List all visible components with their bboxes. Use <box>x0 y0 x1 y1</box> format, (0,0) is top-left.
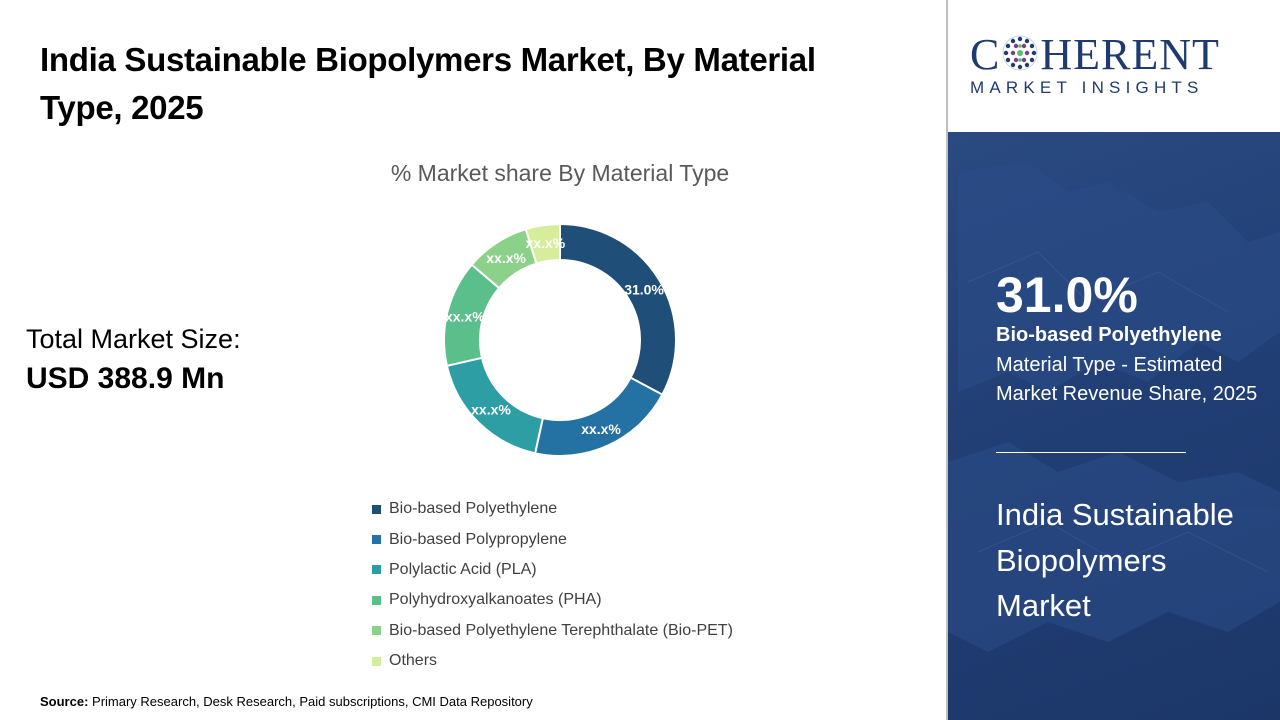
legend-swatch <box>372 535 381 545</box>
highlight-stat-description: Material Type - Estimated Market Revenue… <box>996 354 1258 405</box>
legend-label: Bio-based Polypropylene <box>389 530 567 548</box>
legend-label: Others <box>389 652 438 670</box>
chart-legend: Bio-based Polyethylene Bio-based Polyprop… <box>372 494 733 676</box>
map-background-graphic <box>948 162 1280 652</box>
logo-wordmark: C HERENT <box>970 30 1220 80</box>
source-label: Source: <box>40 694 89 709</box>
logo-subtitle: MARKET INSIGHTS <box>970 78 1204 97</box>
legend-swatch <box>372 504 381 514</box>
source-note: Source: Primary Research, Desk Research,… <box>40 694 533 709</box>
page-title: India Sustainable Biopolymers Market, By… <box>40 41 816 126</box>
legend-item: Bio-based Polyethylene Terephthalate (Bi… <box>372 616 733 646</box>
highlight-panel: 31.0% Bio-based Polyethylene Material Ty… <box>948 132 1280 720</box>
total-market-size-label: Total Market Size: <box>26 324 241 354</box>
legend-label: Polylactic Acid (PLA) <box>389 560 537 578</box>
slice-data-label: xx.x% <box>581 421 621 437</box>
legend-item: Polyhydroxyalkanoates (PHA) <box>372 585 733 615</box>
slice-data-label: 31.0% <box>624 282 664 298</box>
chart-title: % Market share By Material Type <box>390 160 730 186</box>
logo: C HERENT MARKET INSIGHTS <box>948 0 1280 132</box>
market-name: India Sustainable Biopolymers Market <box>996 497 1234 623</box>
legend-swatch <box>372 626 381 636</box>
legend-swatch <box>372 656 381 666</box>
donut-chart: 31.0%xx.x%xx.x%xx.x%xx.x%xx.x% <box>443 222 677 457</box>
legend-item: Others <box>372 646 733 676</box>
sidebar: C HERENT MARKET INSIGHTS <box>948 0 1280 720</box>
legend-swatch <box>372 565 381 575</box>
logo-word-left: C <box>970 30 1001 79</box>
legend-item: Bio-based Polyethylene <box>372 494 733 524</box>
total-market-size-value: USD 388.9 Mn <box>26 362 225 395</box>
legend-item: Polylactic Acid (PLA) <box>372 555 733 585</box>
logo-word-right: HERENT <box>1040 30 1220 79</box>
slice-data-label: xx.x% <box>471 402 511 418</box>
donut-slice <box>559 222 677 396</box>
divider <box>996 452 1186 453</box>
slice-data-label: xx.x% <box>486 250 526 266</box>
legend-swatch <box>372 595 381 605</box>
highlight-stat-segment: Bio-based Polyethylene <box>996 324 1222 346</box>
globe-icon <box>1002 35 1038 71</box>
source-text: Primary Research, Desk Research, Paid su… <box>92 694 533 709</box>
slice-data-label: xx.x% <box>526 235 566 251</box>
donut-slice <box>533 376 664 457</box>
legend-item: Bio-based Polypropylene <box>372 524 733 554</box>
legend-label: Bio-based Polyethylene <box>389 500 558 518</box>
slice-data-label: xx.x% <box>445 309 485 325</box>
main-panel: India Sustainable Biopolymers Market, By… <box>26 0 948 720</box>
highlight-stat-value: 31.0% <box>996 267 1138 323</box>
legend-label: Polyhydroxyalkanoates (PHA) <box>389 591 602 609</box>
legend-label: Bio-based Polyethylene Terephthalate (Bi… <box>389 621 733 639</box>
donut-slice <box>524 222 561 265</box>
